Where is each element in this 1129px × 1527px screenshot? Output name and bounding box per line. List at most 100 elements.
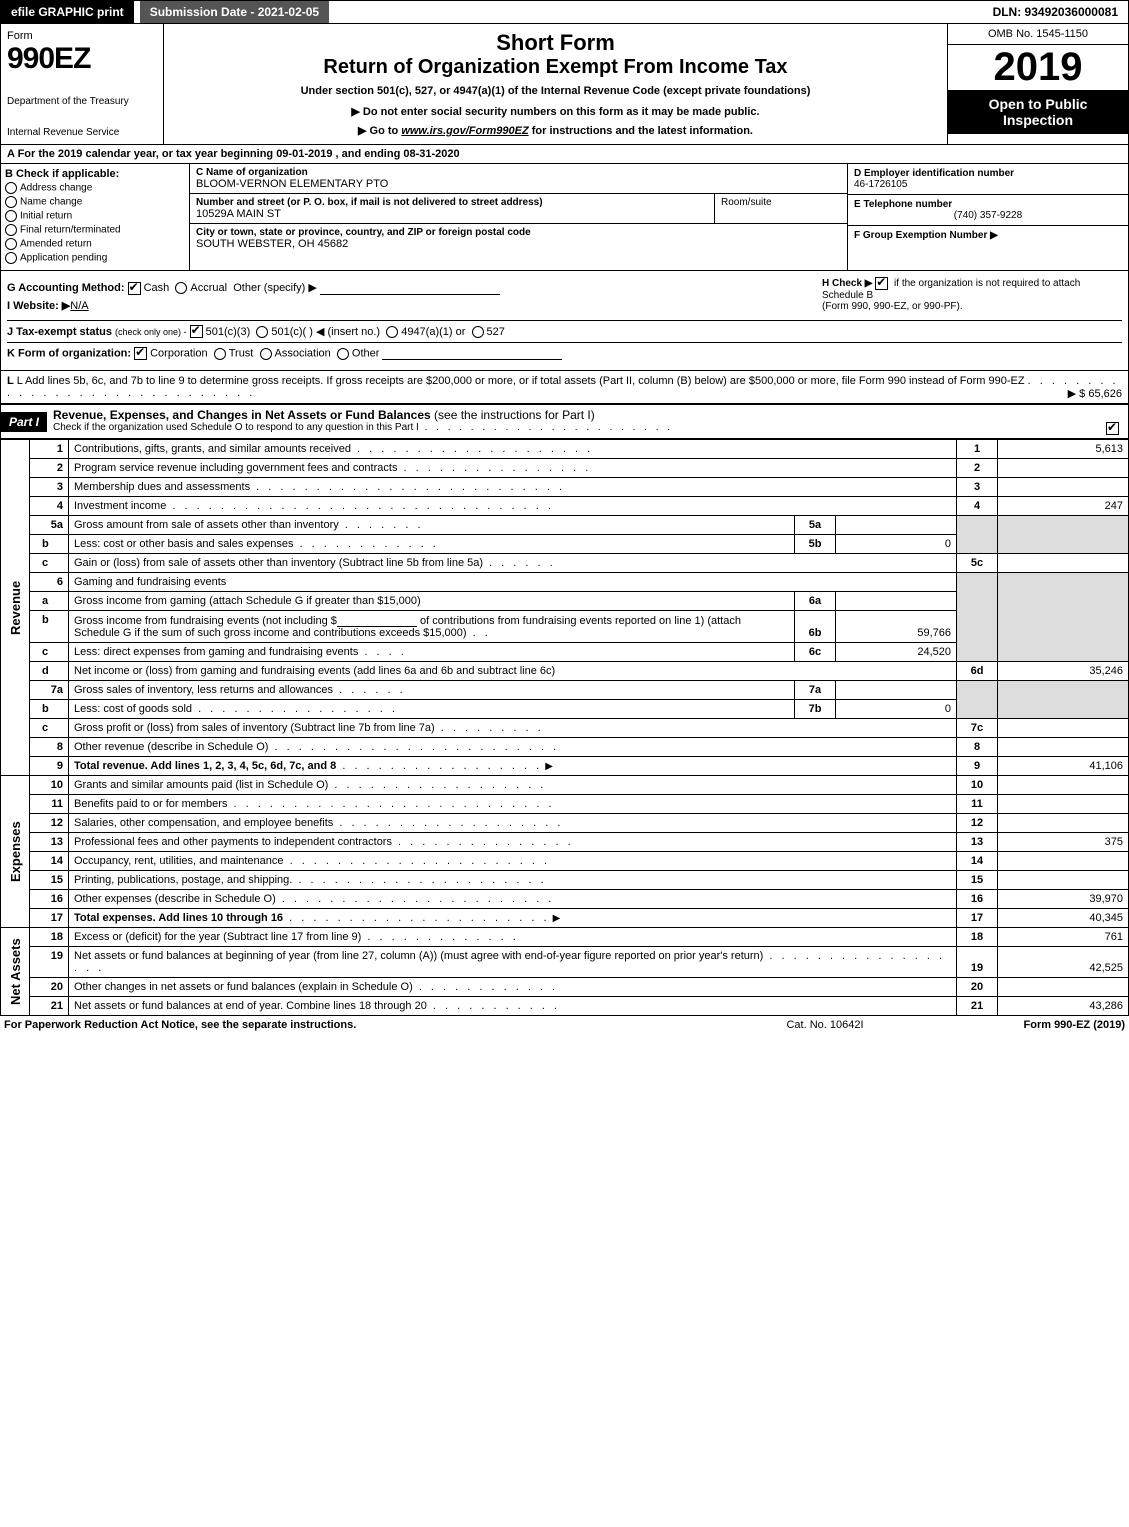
short-form-title: Short Form [170, 30, 941, 56]
table-row: 13 Professional fees and other payments … [1, 833, 1129, 852]
org-name-value: BLOOM-VERNON ELEMENTARY PTO [196, 178, 841, 190]
val-7a [836, 681, 957, 700]
chk-amended-return[interactable]: Amended return [5, 238, 185, 250]
part1-title: Revenue, Expenses, and Changes in Net As… [47, 405, 1128, 438]
revenue-side-label: Revenue [1, 440, 30, 776]
6b-contrib-input[interactable] [337, 614, 417, 627]
val-20 [998, 978, 1129, 997]
other-specify-input[interactable] [320, 282, 500, 295]
group-exemption-label: F Group Exemption Number ▶ [854, 230, 998, 241]
lines-g-to-l: G Accounting Method: Cash Accrual Other … [0, 271, 1129, 371]
phone-value: (740) 357-9228 [854, 210, 1122, 221]
k-label: K Form of organization: [7, 348, 131, 360]
part1-header: Part I Revenue, Expenses, and Changes in… [0, 404, 1129, 439]
j-label: J Tax-exempt status [7, 326, 112, 338]
table-row: 19 Net assets or fund balances at beginn… [1, 947, 1129, 978]
city-row: City or town, state or province, country… [190, 224, 847, 253]
expenses-side-label: Expenses [1, 776, 30, 928]
chk-initial-return[interactable]: Initial return [5, 210, 185, 222]
table-row: 12 Salaries, other compensation, and emp… [1, 814, 1129, 833]
val-4: 247 [998, 497, 1129, 516]
street-row: Number and street (or P. O. box, if mail… [190, 194, 847, 224]
box-b-title: B Check if applicable: [5, 168, 185, 180]
h-label: H Check ▶ [822, 278, 872, 289]
table-row: 20 Other changes in net assets or fund b… [1, 978, 1129, 997]
val-21: 43,286 [998, 997, 1129, 1016]
i-label: I Website: ▶ [7, 300, 70, 312]
table-row: 7a Gross sales of inventory, less return… [1, 681, 1129, 700]
val-1: 5,613 [998, 440, 1129, 459]
goto-post: for instructions and the latest informat… [529, 125, 753, 137]
table-row: 4 Investment income . . . . . . . . . . … [1, 497, 1129, 516]
open-public-inspection: Open to Public Inspection [948, 90, 1128, 134]
chk-527[interactable] [472, 326, 484, 338]
line-g: G Accounting Method: Cash Accrual Other … [7, 281, 822, 295]
val-6d: 35,246 [998, 662, 1129, 681]
chk-4947a1[interactable] [386, 326, 398, 338]
val-17: 40,345 [998, 909, 1129, 928]
table-row: 6 Gaming and fundraising events [1, 573, 1129, 592]
table-row: 5a Gross amount from sale of assets othe… [1, 516, 1129, 535]
val-3 [998, 478, 1129, 497]
chk-final-return[interactable]: Final return/terminated [5, 224, 185, 236]
submission-date-label: Submission Date - 2021-02-05 [140, 1, 329, 23]
chk-application-pending[interactable]: Application pending [5, 252, 185, 264]
chk-trust[interactable] [214, 348, 226, 360]
val-12 [998, 814, 1129, 833]
val-2 [998, 459, 1129, 478]
footer: For Paperwork Reduction Act Notice, see … [0, 1016, 1129, 1034]
box-e: E Telephone number (740) 357-9228 [848, 195, 1128, 226]
form-word: Form [7, 30, 157, 42]
tax-year-row: A For the 2019 calendar year, or tax yea… [0, 145, 1129, 164]
val-7c [998, 719, 1129, 738]
irs-link[interactable]: www.irs.gov/Form990EZ [401, 125, 528, 137]
line-i: I Website: ▶N/A [7, 299, 822, 312]
chk-corporation[interactable] [134, 347, 147, 360]
chk-501c-other[interactable] [256, 326, 268, 338]
h-text3: (Form 990, 990-EZ, or 990-PF). [822, 301, 963, 312]
org-name-label: C Name of organization [196, 167, 308, 178]
chk-other-org[interactable] [337, 348, 349, 360]
form-header: Form 990EZ Department of the Treasury In… [0, 24, 1129, 145]
table-row: c Gross profit or (loss) from sales of i… [1, 719, 1129, 738]
table-row: 17 Total expenses. Add lines 10 through … [1, 909, 1129, 928]
form-year-block: OMB No. 1545-1150 2019 Open to Public In… [947, 24, 1128, 144]
under-section: Under section 501(c), 527, or 4947(a)(1)… [170, 85, 941, 97]
val-6b: 59,766 [836, 611, 957, 643]
other-org-input[interactable] [382, 347, 562, 360]
table-row: Expenses 10 Grants and similar amounts p… [1, 776, 1129, 795]
line-k: K Form of organization: Corporation Trus… [7, 342, 1122, 360]
part1-check-line: Check if the organization used Schedule … [53, 422, 1122, 433]
cat-number: Cat. No. 10642I [725, 1019, 925, 1031]
ein-value: 46-1726105 [854, 179, 907, 190]
table-row: Revenue 1 Contributions, gifts, grants, … [1, 440, 1129, 459]
top-bar: efile GRAPHIC print Submission Date - 20… [0, 0, 1129, 24]
chk-name-change[interactable]: Name change [5, 196, 185, 208]
table-row: 3 Membership dues and assessments . . . … [1, 478, 1129, 497]
table-row: 21 Net assets or fund balances at end of… [1, 997, 1129, 1016]
box-b: B Check if applicable: Address change Na… [1, 164, 190, 270]
chk-address-change[interactable]: Address change [5, 182, 185, 194]
form-footer-id: Form 990-EZ (2019) [925, 1019, 1125, 1031]
efile-print-label[interactable]: efile GRAPHIC print [1, 1, 134, 23]
street-value: 10529A MAIN ST [196, 208, 708, 220]
chk-schedule-b-not-required[interactable] [875, 277, 888, 290]
dln-label: DLN: 93492036000081 [983, 1, 1128, 23]
box-def: D Employer identification number 46-1726… [847, 164, 1128, 270]
org-name-row: C Name of organization BLOOM-VERNON ELEM… [190, 164, 847, 194]
dept-treasury: Department of the Treasury [7, 96, 157, 107]
chk-cash[interactable] [128, 282, 141, 295]
box-d: D Employer identification number 46-1726… [848, 164, 1128, 195]
val-16: 39,970 [998, 890, 1129, 909]
val-6a [836, 592, 957, 611]
chk-association[interactable] [260, 348, 272, 360]
l-text: L Add lines 5b, 6c, and 7b to line 9 to … [17, 375, 1025, 387]
room-suite-label: Room/suite [715, 194, 847, 223]
chk-schedule-o-used[interactable] [1106, 422, 1119, 435]
part1-table: Revenue 1 Contributions, gifts, grants, … [0, 439, 1129, 1016]
j-note: (check only one) - [115, 327, 187, 337]
entity-info-grid: B Check if applicable: Address change Na… [0, 164, 1129, 271]
chk-accrual[interactable] [175, 282, 187, 294]
chk-501c3[interactable] [190, 325, 203, 338]
website-value: N/A [70, 300, 88, 312]
